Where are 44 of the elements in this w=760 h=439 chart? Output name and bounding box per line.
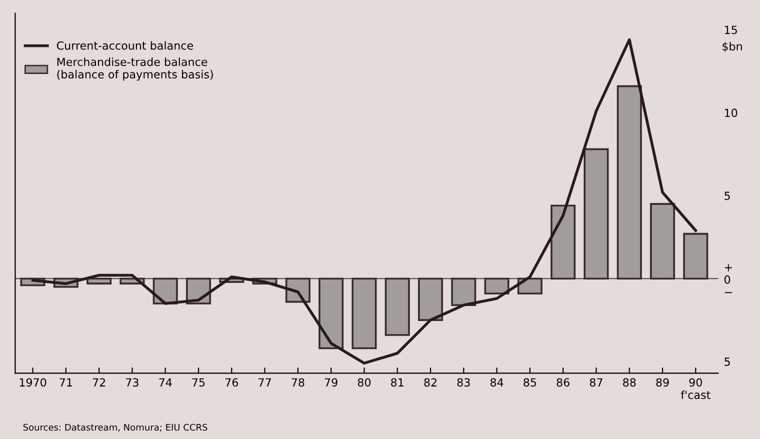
bar [451,278,476,306]
source-note: Sources: Datastream, Nomura; EIU CCRS [23,424,208,432]
x-tick-label: 72 [92,378,106,386]
y-tick-label: 15 [724,26,737,34]
x-tick-label: 81 [391,378,404,387]
bar [484,278,510,294]
x-tick-label: 88 [623,378,636,387]
bar [683,232,708,280]
x-tick-label: 80 [358,378,371,387]
y-tick-label: 10 [724,108,738,118]
x-tick-label: 77 [258,378,271,386]
x-tick-label: 79 [324,378,338,387]
x-tick-label: 73 [126,378,138,387]
bar [616,85,642,280]
x-tick-label: 87 [590,378,602,387]
x-tick-label: 89 [656,378,669,387]
x-tick-label: 83 [457,378,470,387]
bar [517,278,542,294]
bar [584,148,609,280]
bar [318,278,344,350]
x-tick-label: 82 [424,378,436,387]
bar [650,203,676,280]
x-tick-label: 90 f'cast [680,378,710,400]
y-tick-label: 5 [724,358,730,366]
y-tick-label: 5 [724,192,730,200]
y-axis-title: $bn [722,42,742,52]
x-tick-label: 74 [159,378,172,386]
x-tick-label: 1970 [20,378,46,387]
x-tick-label: 78 [292,378,304,387]
x-tick-label: 75 [192,378,205,387]
bar [550,204,576,280]
bar [384,278,410,336]
legend-label: Merchandise-trade balance (balance of payments basis) [57,57,213,81]
bar [86,278,112,284]
x-tick-label: 76 [225,378,238,387]
line-series [31,38,698,365]
x-tick-label: 85 [524,378,536,387]
x-tick-label: 86 [556,378,570,387]
bar [352,278,377,350]
bar [418,278,444,321]
x-tick-label: 71 [60,378,72,386]
x-tick-label: 84 [490,378,504,387]
legend-label: Current-account balance [56,41,193,50]
y-tick-label: + 0 − [724,264,732,294]
